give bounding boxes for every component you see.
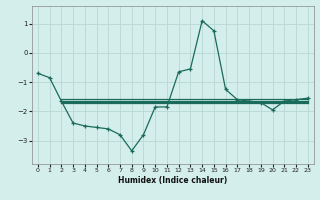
X-axis label: Humidex (Indice chaleur): Humidex (Indice chaleur) — [118, 176, 228, 185]
